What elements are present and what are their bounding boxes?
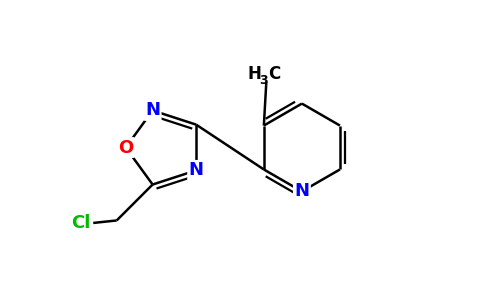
Text: H: H bbox=[247, 65, 261, 83]
Text: N: N bbox=[189, 161, 204, 179]
Text: N: N bbox=[294, 182, 309, 200]
Text: C: C bbox=[268, 65, 280, 83]
Text: 3: 3 bbox=[259, 74, 268, 87]
Text: Cl: Cl bbox=[71, 214, 91, 232]
Text: O: O bbox=[118, 139, 134, 157]
Text: N: N bbox=[145, 101, 160, 119]
